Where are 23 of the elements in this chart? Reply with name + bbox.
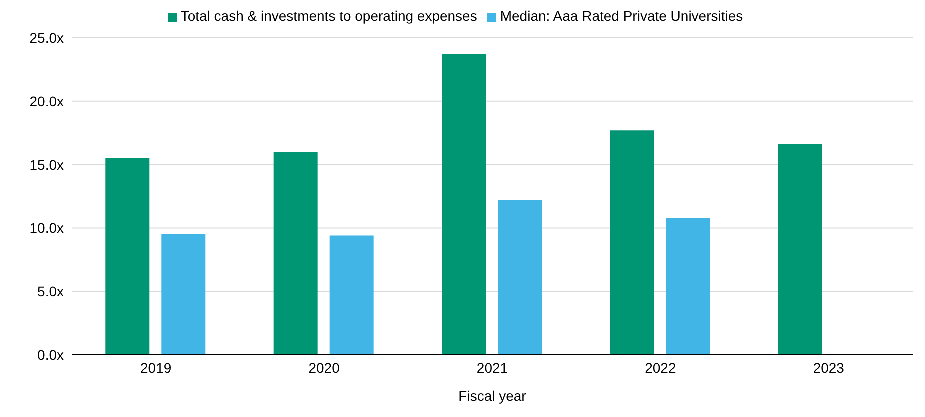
bar (330, 236, 374, 355)
y-tick-label: 0.0x (38, 346, 64, 363)
y-tick-label: 15.0x (30, 156, 64, 173)
bar (274, 152, 318, 355)
bar (666, 218, 710, 355)
x-tick-label: 2019 (140, 360, 172, 376)
legend-label: Total cash & investments to operating expenses (180, 8, 478, 24)
bar (162, 234, 206, 355)
x-tick-label: 2020 (308, 360, 340, 376)
bar (442, 54, 486, 355)
y-tick-label: 20.0x (30, 93, 64, 110)
y-tick-label: 5.0x (38, 284, 64, 300)
bar (106, 158, 150, 355)
x-tick-label: 2022 (645, 360, 676, 376)
y-tick-label: 10.0x (30, 220, 64, 236)
x-tick-label: 2021 (476, 360, 508, 376)
legend-label: Median: Aaa Rated Private Universities (500, 8, 744, 24)
bar (498, 200, 542, 355)
x-axis-title: Fiscal year (458, 388, 527, 404)
bar (778, 144, 822, 355)
bar (610, 130, 654, 355)
y-tick-label: 25.0x (30, 30, 64, 46)
x-tick-label: 2023 (813, 360, 845, 376)
